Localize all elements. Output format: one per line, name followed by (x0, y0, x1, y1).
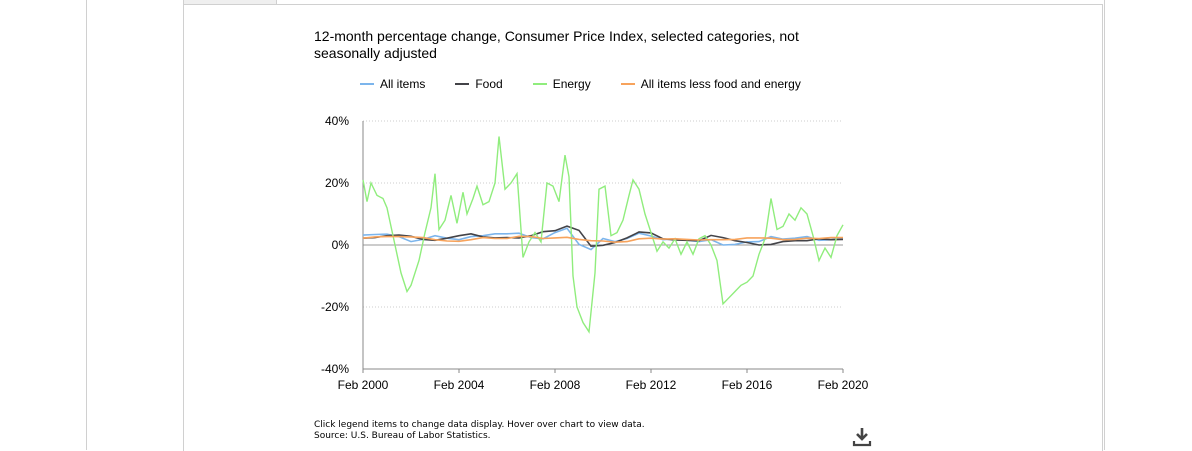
y-tick-label: 20% (325, 176, 349, 190)
series-lines (363, 136, 843, 331)
y-tick-label: 40% (325, 114, 349, 128)
x-tick-label: Feb 2012 (626, 378, 677, 392)
y-tick-label: 0% (332, 238, 350, 252)
footer-note: Click legend items to change data displa… (314, 420, 645, 431)
y-tick-label: -40% (321, 362, 349, 376)
chart-footer: Click legend items to change data displa… (314, 420, 645, 442)
x-axis-ticks: Feb 2000 Feb 2004 Feb 2008 Feb 2012 Feb 2016… (338, 369, 869, 392)
series-line[interactable] (363, 137, 843, 332)
footer-source: Source: U.S. Bureau of Labor Statistics. (314, 431, 645, 442)
series-2[interactable] (363, 136, 843, 331)
y-axis-ticks: 40% 20% 0% -20% -40% (321, 114, 349, 376)
x-tick-label: Feb 2008 (530, 378, 581, 392)
y-tick-label: -20% (321, 300, 349, 314)
x-tick-label: Feb 2000 (338, 378, 389, 392)
download-icon[interactable] (851, 425, 873, 447)
x-tick-label: Feb 2016 (722, 378, 773, 392)
x-tick-label: Feb 2020 (818, 378, 869, 392)
x-tick-label: Feb 2004 (434, 378, 485, 392)
